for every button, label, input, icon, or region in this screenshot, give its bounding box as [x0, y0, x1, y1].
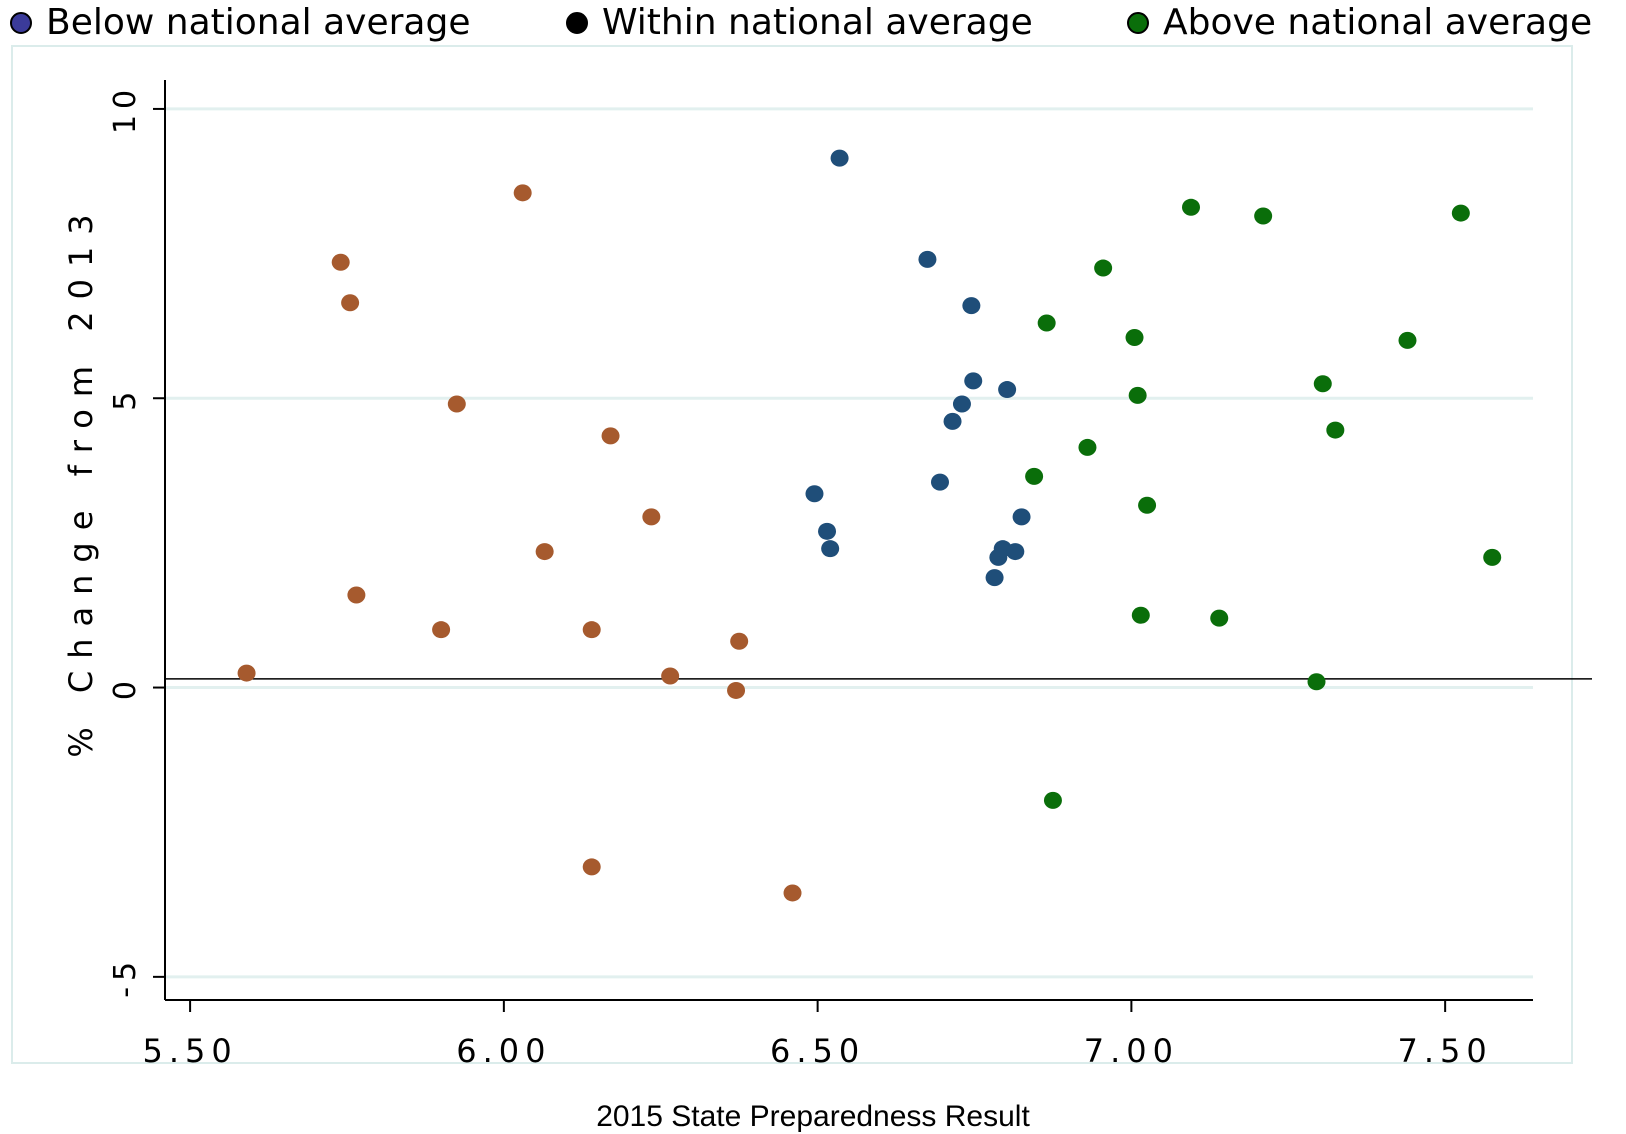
legend-item-within: Within national average [566, 2, 1033, 43]
circle-marker-icon [1127, 11, 1149, 34]
y-tick-label: 0 [108, 675, 143, 700]
data-point [582, 858, 601, 876]
gridlines [165, 107, 1533, 979]
data-point [727, 681, 746, 699]
data-point [918, 250, 937, 268]
plot-region-border [11, 45, 1573, 1064]
data-point [1006, 543, 1025, 561]
x-tick-label: 7.00 [1084, 1032, 1179, 1070]
data-point [1451, 204, 1470, 222]
y-tick-label: 5 [108, 386, 143, 411]
data-point [1326, 421, 1345, 439]
data-point [513, 184, 532, 202]
legend-item-above: Above national average [1127, 2, 1592, 43]
chart-legend: Below national average Within national a… [0, 0, 1626, 46]
data-point [601, 427, 620, 445]
data-points [237, 149, 1502, 902]
data-point [1313, 375, 1332, 393]
x-tick-label: 7.50 [1398, 1032, 1493, 1070]
legend-label-below: Below national average [46, 2, 471, 43]
tick-labels: -5 0 5 10 5.50 6.00 6.50 7.00 7.50 [108, 84, 1493, 1070]
data-point [237, 664, 256, 682]
circle-marker-icon [10, 11, 32, 34]
data-point [805, 485, 824, 503]
data-point [582, 621, 601, 639]
x-tick-label: 6.00 [456, 1032, 551, 1070]
data-point [821, 540, 840, 558]
data-point [1398, 331, 1417, 349]
data-point [730, 632, 749, 650]
data-point [1037, 314, 1056, 332]
data-point [930, 473, 949, 491]
data-point [952, 395, 971, 413]
legend-label-within: Within national average [602, 2, 1033, 43]
data-point [1094, 259, 1113, 277]
data-point [1138, 496, 1157, 514]
y-axis-label: % Change from 2013 [62, 202, 100, 757]
x-tick-label: 6.50 [770, 1032, 865, 1070]
data-point [1012, 508, 1031, 526]
data-point [830, 149, 849, 167]
data-point [347, 586, 366, 604]
data-point [341, 294, 360, 312]
data-point [998, 381, 1017, 399]
data-point [1254, 207, 1273, 225]
data-point [1131, 606, 1150, 624]
data-point [1182, 198, 1200, 216]
data-point [1128, 386, 1147, 404]
data-point [1043, 791, 1062, 809]
x-axis-label: 2015 State Preparedness Result [596, 1100, 1030, 1133]
data-point [447, 395, 466, 413]
y-tick-label: 10 [108, 84, 143, 134]
data-point [962, 297, 981, 315]
data-point [535, 543, 554, 561]
y-tick-label: -5 [108, 956, 143, 998]
data-point [642, 508, 661, 526]
data-point [1078, 438, 1097, 456]
x-tick-label: 5.50 [142, 1032, 237, 1070]
data-point [783, 884, 802, 902]
data-point [432, 621, 451, 639]
data-point [818, 522, 837, 540]
data-point [1125, 328, 1144, 346]
circle-marker-icon [566, 11, 588, 34]
data-point [661, 667, 680, 685]
data-point [1483, 548, 1502, 566]
data-point [964, 372, 983, 390]
legend-item-below: Below national average [10, 2, 470, 43]
data-point [1025, 467, 1044, 485]
data-point [985, 569, 1004, 587]
data-point [1307, 673, 1326, 691]
legend-label-above: Above national average [1163, 2, 1593, 43]
data-point [943, 412, 962, 430]
axes [164, 80, 1592, 1001]
data-point [1210, 609, 1229, 627]
data-point [331, 253, 350, 271]
